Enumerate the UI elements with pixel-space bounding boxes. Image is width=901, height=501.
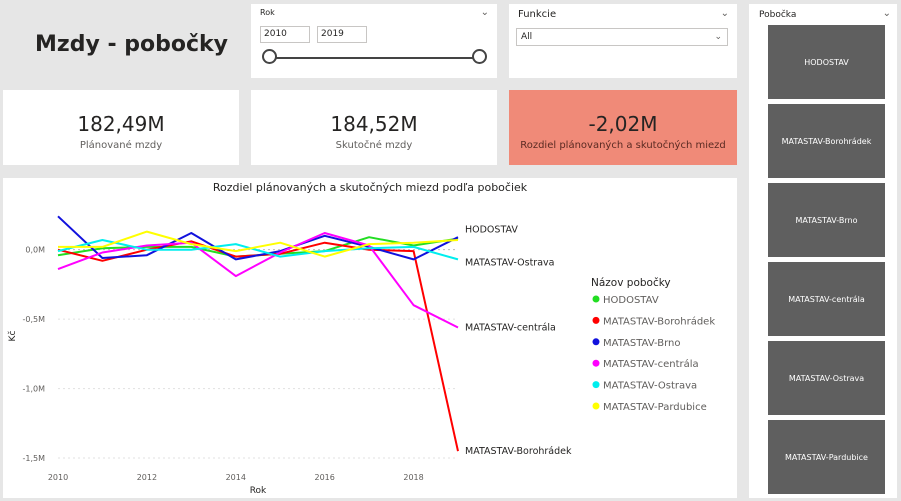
chevron-down-icon[interactable]: ⌄: [720, 8, 729, 19]
branch-tile-ostrava[interactable]: MATASTAV-Ostrava: [768, 341, 885, 415]
year-to-input[interactable]: 2019: [317, 26, 367, 43]
series-line: [57, 239, 459, 261]
legend-item: MATASTAV-Borohrádek: [603, 315, 715, 327]
kpi-actual-label: Skutočné mzdy: [335, 140, 413, 151]
legend-item: MATASTAV-Ostrava: [603, 381, 697, 392]
legend-item: MATASTAV-Pardubice: [603, 402, 707, 413]
legend-title: Názov pobočky: [591, 277, 671, 289]
kpi-difference-label: Rozdiel plánovaných a skutočných miezd: [520, 140, 726, 151]
legend-marker: [592, 338, 600, 346]
legend-item: MATASTAV-Brno: [603, 338, 681, 349]
branch-slicer-label: Pobočka: [759, 10, 797, 20]
branch-tile-brno[interactable]: MATASTAV-Brno: [768, 183, 885, 257]
chevron-down-icon[interactable]: ⌄: [882, 8, 891, 19]
title-card: Mzdy - pobočky: [3, 4, 239, 85]
series-end-label: MATASTAV-Ostrava: [465, 257, 554, 268]
branch-tile-centrala[interactable]: MATASTAV-centrála: [768, 262, 885, 336]
legend-marker: [592, 359, 600, 367]
legend-marker: [592, 402, 600, 410]
year-slider-track[interactable]: [269, 57, 481, 59]
series-line: [57, 232, 459, 329]
chart-card: Rozdiel plánovaných a skutočných miezd p…: [3, 178, 737, 498]
year-slicer[interactable]: Rok ⌄ 2010 2019: [251, 4, 497, 78]
legend-marker: [592, 316, 600, 324]
function-dropdown-value: All: [521, 32, 533, 42]
x-tick-label: 2014: [226, 473, 246, 482]
kpi-difference-value: -2,02M: [588, 112, 658, 136]
y-tick-label: -0,5M: [22, 315, 45, 324]
function-dropdown[interactable]: All ⌄: [516, 28, 728, 46]
y-tick-label: -1,0M: [22, 385, 45, 394]
function-slicer[interactable]: Funkcie ⌄ All ⌄: [509, 4, 737, 78]
chevron-down-icon[interactable]: ⌄: [480, 7, 489, 18]
series-end-label: MATASTAV-Borohrádek: [465, 446, 572, 457]
series-end-label: HODOSTAV: [465, 225, 518, 236]
branch-tile-hodostav[interactable]: HODOSTAV: [768, 25, 885, 99]
year-from-input[interactable]: 2010: [260, 26, 310, 43]
year-slicer-label: Rok: [260, 8, 275, 17]
legend-marker: [592, 295, 600, 303]
series-line: [58, 230, 459, 258]
kpi-planned-card: 182,49M Plánované mzdy: [3, 90, 239, 165]
kpi-planned-label: Plánované mzdy: [79, 140, 163, 151]
kpi-planned-value: 182,49M: [77, 112, 165, 136]
y-axis-label: Kč: [7, 331, 18, 342]
kpi-difference-card: -2,02M Rozdiel plánovaných a skutočných …: [509, 90, 737, 165]
branch-tile-borohradek[interactable]: MATASTAV-Borohrádek: [768, 104, 885, 178]
y-tick-label: 0,0M: [25, 246, 45, 255]
chevron-down-icon: ⌄: [714, 32, 722, 42]
legend-item: MATASTAV-centrála: [603, 358, 699, 370]
x-tick-label: 2016: [314, 473, 334, 482]
branch-tile-pardubice[interactable]: MATASTAV-Pardubice: [768, 420, 885, 494]
series-line: [57, 240, 459, 452]
line-chart: 0,0M -0,5M -1,0M -1,5M 2010 2012 2014 2016 2018 R…: [7, 215, 715, 496]
x-axis-label: Rok: [250, 486, 267, 496]
series-end-label: MATASTAV-centrála: [465, 322, 556, 333]
x-tick-label: 2012: [137, 473, 157, 482]
function-slicer-label: Funkcie: [518, 9, 557, 20]
series-line: [57, 215, 459, 261]
kpi-actual-value: 184,52M: [330, 112, 418, 136]
chart-title: Rozdiel plánovaných a skutočných miezd p…: [212, 181, 528, 194]
x-tick-label: 2010: [48, 473, 68, 482]
kpi-actual-card: 184,52M Skutočné mzdy: [251, 90, 497, 165]
legend-marker: [592, 381, 600, 389]
year-slider-end-handle[interactable]: [472, 49, 487, 64]
page-title: Mzdy - pobočky: [35, 32, 228, 57]
y-tick-label: -1,5M: [22, 454, 45, 463]
year-slider-start-handle[interactable]: [262, 49, 277, 64]
legend-item: HODOSTAV: [603, 295, 659, 306]
x-tick-label: 2018: [403, 473, 423, 482]
